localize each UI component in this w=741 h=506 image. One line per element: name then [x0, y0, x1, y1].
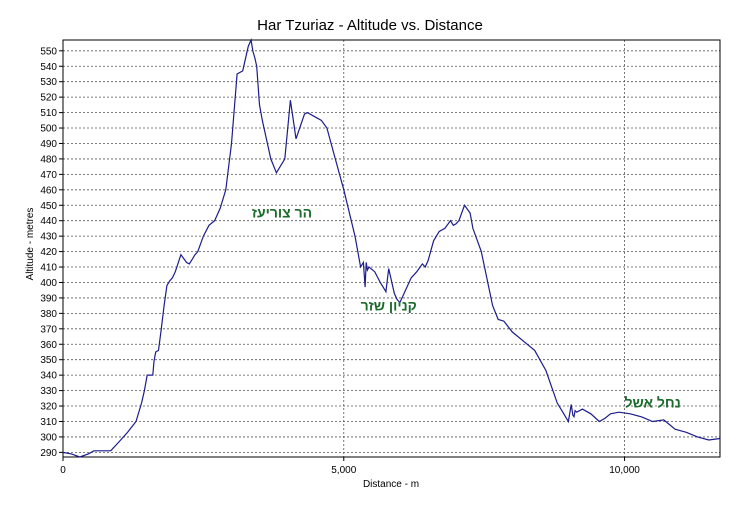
y-tick-label: 380	[40, 309, 57, 320]
y-tick-label: 340	[40, 371, 57, 382]
x-tick-label: 5,000	[331, 465, 356, 476]
chart-title: Har Tzuriaz - Altitude vs. Distance	[257, 17, 483, 34]
y-axis-label: Altitude - metres	[25, 208, 36, 281]
annotation-label: הר צוריעז	[252, 205, 312, 221]
x-axis-ticks: 0 5,000 10,000	[60, 457, 640, 476]
x-tick-label: 0	[60, 465, 66, 476]
y-tick-label: 510	[40, 108, 57, 119]
y-axis-ticks: 290 300 310 320 330 340 350 360 370 380 390 400 410 4…	[40, 46, 63, 459]
grid	[63, 40, 720, 457]
series-line-altitude	[62, 37, 721, 458]
y-tick-label: 450	[40, 201, 57, 212]
y-tick-label: 470	[40, 170, 57, 181]
y-tick-label: 360	[40, 340, 57, 351]
y-tick-label: 310	[40, 417, 57, 428]
y-tick-label: 390	[40, 293, 57, 304]
x-axis-label: Distance - m	[363, 479, 419, 490]
y-tick-label: 330	[40, 386, 57, 397]
y-tick-label: 400	[40, 278, 57, 289]
plot-frame	[62, 39, 721, 458]
y-tick-label: 540	[40, 62, 57, 73]
y-tick-label: 460	[40, 185, 57, 196]
y-tick-label: 490	[40, 139, 57, 150]
y-tick-label: 480	[40, 154, 57, 165]
y-tick-label: 290	[40, 448, 57, 459]
y-tick-label: 320	[40, 402, 57, 413]
x-tick-label: 10,000	[609, 465, 640, 476]
y-tick-label: 500	[40, 124, 57, 135]
y-tick-label: 430	[40, 232, 57, 243]
y-tick-label: 440	[40, 216, 57, 227]
annotation-label: נחל אשל	[624, 395, 680, 411]
y-tick-label: 350	[40, 355, 57, 366]
annotations: הר צוריעז קניון שזר נחל אשל	[252, 205, 681, 411]
annotation-label: קניון שזר	[361, 297, 417, 313]
y-tick-label: 410	[40, 263, 57, 274]
y-tick-label: 530	[40, 77, 57, 88]
y-tick-label: 520	[40, 93, 57, 104]
y-tick-label: 370	[40, 324, 57, 335]
y-tick-label: 300	[40, 432, 57, 443]
y-tick-label: 420	[40, 247, 57, 258]
y-tick-label: 550	[40, 46, 57, 57]
